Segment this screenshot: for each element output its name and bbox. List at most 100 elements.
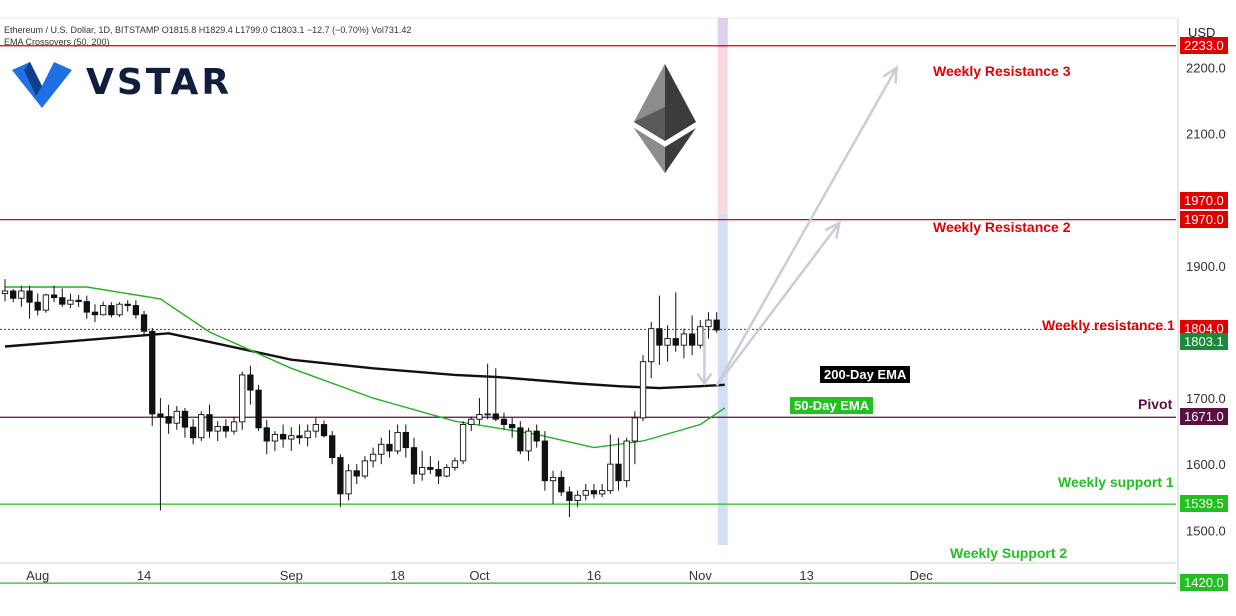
pullback-arrowhead	[696, 372, 713, 386]
time-tick-label: 16	[587, 568, 601, 583]
candle	[410, 437, 418, 484]
level-label-2: Weekly resistance 1	[1042, 317, 1175, 333]
level-label-0: Weekly Resistance 3	[933, 63, 1071, 79]
candle	[582, 483, 589, 501]
candle	[484, 363, 491, 420]
level-label-1: Weekly Resistance 2	[933, 219, 1071, 235]
candle	[304, 424, 311, 447]
candle-body	[639, 361, 647, 419]
candle-body	[18, 290, 25, 299]
candle	[615, 437, 622, 491]
candle	[345, 464, 352, 501]
candle	[214, 421, 221, 442]
candle	[1, 279, 9, 302]
candle-body	[181, 410, 189, 428]
candle-body	[124, 303, 131, 306]
candle-body	[541, 440, 549, 482]
level-tag-1: 1970.0	[1180, 210, 1228, 228]
candle	[198, 411, 205, 442]
candle	[83, 295, 90, 319]
time-tick-label: 14	[137, 568, 151, 583]
candle	[500, 412, 508, 430]
candle-body	[697, 326, 704, 346]
candle	[574, 490, 581, 508]
price-tick-label: 1600.0	[1186, 457, 1226, 472]
candle	[100, 301, 107, 316]
candle-body	[1, 290, 9, 295]
candle	[165, 404, 172, 434]
candle	[91, 304, 99, 323]
time-tick-label: Nov	[689, 568, 713, 583]
candle	[353, 464, 360, 484]
time-axis: Aug 14 Sep 18 Oct 16 Nov 13 Dec	[26, 568, 933, 583]
level-tag-4: 1539.5	[1180, 495, 1228, 513]
candle	[566, 486, 573, 518]
candle	[116, 302, 123, 317]
ema200-line	[4, 332, 725, 390]
candle-body	[296, 435, 303, 439]
band-purple	[717, 18, 728, 48]
time-tick-label: Aug	[26, 568, 49, 583]
candles-layer	[1, 279, 720, 518]
ema50-label: 50-Day EMA	[790, 397, 874, 414]
candle	[18, 285, 25, 307]
candle	[255, 384, 262, 432]
candle-body	[713, 319, 720, 331]
candle	[369, 447, 377, 468]
candle-body	[255, 389, 262, 429]
candle-body	[648, 328, 655, 363]
candle	[631, 411, 639, 465]
candle	[34, 293, 41, 316]
candle-body	[345, 470, 352, 495]
candle-body	[91, 311, 99, 316]
band-blue	[717, 215, 728, 545]
candle-body	[320, 424, 328, 437]
candle	[337, 454, 344, 508]
candle	[320, 420, 328, 438]
candle-body	[590, 490, 598, 495]
candle-body	[26, 290, 33, 303]
candle	[75, 294, 82, 307]
candle	[50, 285, 58, 303]
candle	[26, 285, 33, 319]
candle	[140, 310, 148, 336]
candle-body	[484, 413, 491, 416]
candle-body	[239, 374, 246, 423]
currency-label: USD	[1188, 25, 1216, 40]
candle-body	[50, 294, 58, 299]
candle-body	[230, 421, 238, 432]
candle-body	[509, 424, 516, 429]
candle-body	[500, 418, 508, 425]
candle-body	[67, 299, 74, 305]
candle-body	[247, 374, 254, 391]
candle	[549, 470, 557, 504]
candle	[222, 419, 230, 438]
candle	[67, 293, 74, 309]
candle	[419, 450, 426, 481]
candle	[149, 327, 156, 426]
candle-body	[386, 443, 393, 452]
candle	[656, 295, 663, 366]
candle-body	[206, 414, 213, 432]
candle-body	[34, 301, 41, 311]
level-label-4: Weekly support 1	[1058, 474, 1174, 490]
candle	[451, 457, 459, 471]
time-tick-label: Dec	[910, 568, 934, 583]
candle	[59, 288, 66, 307]
ema200-label: 200-Day EMA	[820, 366, 911, 383]
brand-name: VSTAR	[86, 62, 233, 103]
candle-body	[598, 490, 606, 495]
candle-body	[705, 319, 712, 328]
candle-body	[59, 297, 66, 305]
candle-body	[263, 427, 270, 442]
candle-body	[132, 305, 140, 316]
candle-body	[402, 431, 409, 449]
forecast-arrowhead-1	[824, 220, 842, 239]
forecast-arrowhead-0	[882, 65, 899, 84]
price-tick-label: 1500.0	[1186, 523, 1226, 538]
candle-body	[525, 430, 532, 452]
candle-body	[631, 417, 639, 442]
